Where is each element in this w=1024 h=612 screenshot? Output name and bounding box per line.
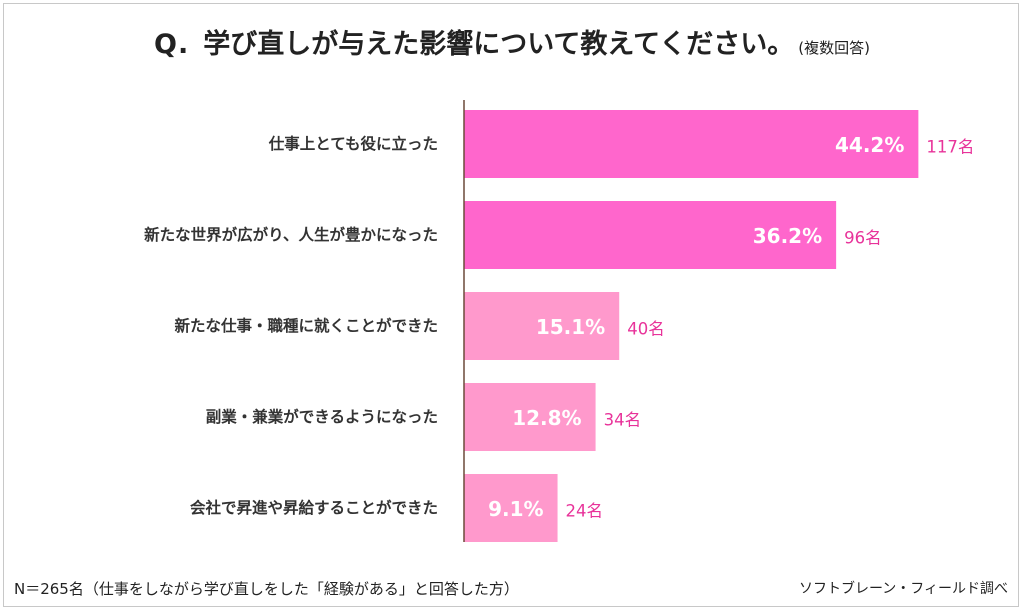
bar-3 bbox=[464, 292, 620, 360]
category-label-5: 会社で昇進や昇給することができた bbox=[190, 498, 438, 517]
count-label-1: 117名 bbox=[926, 138, 974, 157]
count-label-2: 96名 bbox=[844, 229, 882, 248]
chart-title: Q. 学び直しが与えた影響について教えてください。 (複数回答) bbox=[0, 22, 1024, 61]
category-label-2: 新たな世界が広がり、人生が豊かになった bbox=[144, 225, 438, 244]
bar-2 bbox=[464, 201, 837, 269]
count-label-3: 40名 bbox=[627, 320, 665, 339]
percent-label-1: 44.2% bbox=[835, 133, 904, 157]
source-credit: ソフトブレーン・フィールド調べ bbox=[798, 581, 1008, 597]
percent-label-3: 15.1% bbox=[536, 315, 605, 339]
category-label-3: 新たな仕事・職種に就くことができた bbox=[174, 316, 438, 335]
category-label-4: 副業・兼業ができるようになった bbox=[206, 407, 438, 426]
question-marker: Q. bbox=[154, 29, 190, 60]
percent-label-4: 12.8% bbox=[512, 406, 581, 430]
count-label-4: 34名 bbox=[604, 411, 642, 430]
percent-label-2: 36.2% bbox=[753, 224, 822, 248]
multiple-answer-note: (複数回答) bbox=[798, 39, 870, 57]
category-label-1: 仕事上とても役に立った bbox=[268, 134, 438, 153]
count-label-5: 24名 bbox=[566, 502, 604, 521]
chart-frame bbox=[3, 3, 1019, 607]
bar-1 bbox=[464, 110, 919, 178]
bar-4 bbox=[464, 383, 596, 451]
percent-label-5: 9.1% bbox=[488, 497, 543, 521]
sample-size-note: N＝265名（仕事をしながら学び直しをした「経験がある」と回答した方） bbox=[14, 580, 519, 598]
bar-5 bbox=[464, 474, 558, 542]
question-text: 学び直しが与えた影響について教えてください。 bbox=[203, 29, 795, 60]
